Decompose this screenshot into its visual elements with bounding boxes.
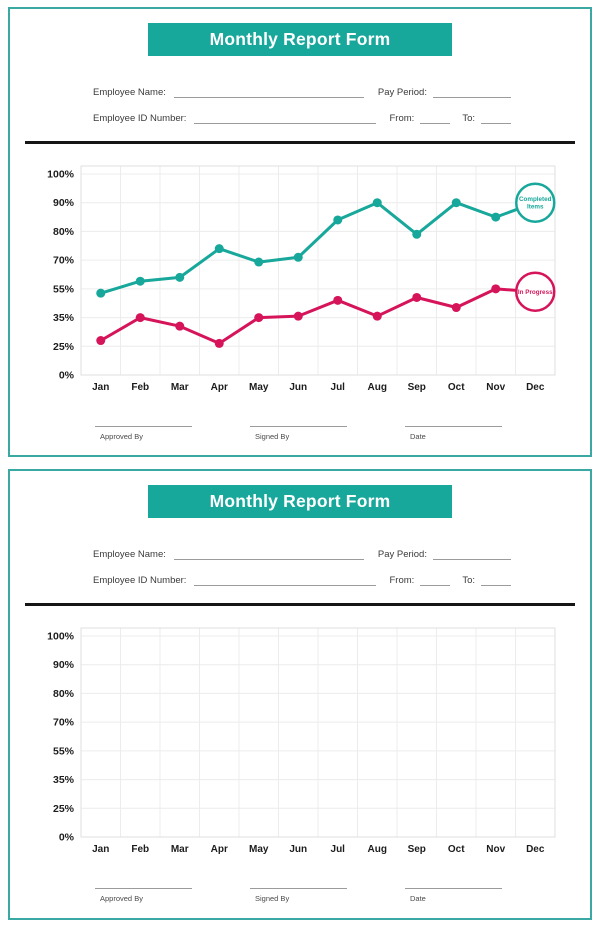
from-label: From: <box>389 575 415 586</box>
date-label: Date <box>410 432 426 441</box>
svg-text:Aug: Aug <box>368 382 387 393</box>
field-row-1: Employee Name: Pay Period: <box>93 85 511 98</box>
form-fields: Employee Name: Pay Period: Employee ID N… <box>10 85 590 124</box>
date-label: Date <box>410 894 426 903</box>
svg-text:Jun: Jun <box>289 844 307 855</box>
svg-text:25%: 25% <box>53 341 75 353</box>
signed-by-signature-line[interactable] <box>250 426 347 428</box>
svg-text:Aug: Aug <box>368 844 387 855</box>
svg-text:Sep: Sep <box>408 382 426 393</box>
approved-by-block: Approved By <box>95 426 192 441</box>
signature-row: Approved By Signed By Date <box>10 426 590 441</box>
svg-text:35%: 35% <box>53 774 75 786</box>
section-divider <box>25 603 575 606</box>
employee-id-input[interactable] <box>194 575 376 586</box>
svg-text:55%: 55% <box>53 283 75 295</box>
svg-text:35%: 35% <box>53 312 75 324</box>
svg-text:90%: 90% <box>53 197 75 209</box>
date-block: Date <box>405 888 502 903</box>
svg-text:Oct: Oct <box>448 844 465 855</box>
page-title: Monthly Report Form <box>209 491 391 511</box>
field-row-2: Employee ID Number: From: To: <box>93 111 511 124</box>
signed-by-signature-line[interactable] <box>250 888 347 890</box>
from-input[interactable] <box>420 113 451 124</box>
svg-text:80%: 80% <box>53 688 75 700</box>
svg-text:Jan: Jan <box>92 844 109 855</box>
pay-period-label: Pay Period: <box>377 549 427 560</box>
svg-text:Completed: Completed <box>519 196 552 203</box>
svg-text:Dec: Dec <box>526 382 545 393</box>
svg-text:0%: 0% <box>59 370 75 382</box>
svg-text:Jan: Jan <box>92 382 109 393</box>
approved-by-block: Approved By <box>95 888 192 903</box>
from-input[interactable] <box>420 575 451 586</box>
svg-text:Sep: Sep <box>408 844 426 855</box>
svg-text:In Progress: In Progress <box>518 289 553 296</box>
svg-text:55%: 55% <box>53 745 75 757</box>
svg-text:May: May <box>249 844 269 855</box>
section-divider <box>25 141 575 144</box>
monthly-progress-chart-empty: 100% 90% 80% 70% 55% 35% 25% 0% Jan Feb Mar Apr May J… <box>47 627 556 855</box>
svg-text:Jul: Jul <box>331 382 346 393</box>
svg-text:Feb: Feb <box>131 382 149 393</box>
employee-name-label: Employee Name: <box>93 87 166 98</box>
form-title-banner: Monthly Report Form <box>148 23 452 56</box>
report-card-filled: Monthly Report Form Employee Name: Pay P… <box>8 7 592 457</box>
pay-period-input[interactable] <box>433 87 511 98</box>
approved-by-signature-line[interactable] <box>95 426 192 428</box>
to-input[interactable] <box>481 113 511 124</box>
report-card-blank: Monthly Report Form Employee Name: Pay P… <box>8 469 592 920</box>
svg-text:70%: 70% <box>53 717 75 729</box>
pay-period-input[interactable] <box>433 549 511 560</box>
approved-by-label: Approved By <box>100 432 143 441</box>
approved-by-label: Approved By <box>100 894 143 903</box>
svg-text:Feb: Feb <box>131 844 149 855</box>
svg-text:Mar: Mar <box>171 844 189 855</box>
svg-text:100%: 100% <box>47 169 75 181</box>
employee-id-input[interactable] <box>194 113 376 124</box>
to-label: To: <box>462 113 475 124</box>
svg-text:100%: 100% <box>47 631 75 643</box>
form-title-banner: Monthly Report Form <box>148 485 452 518</box>
svg-text:Nov: Nov <box>486 844 505 855</box>
svg-text:Mar: Mar <box>171 382 189 393</box>
employee-name-input[interactable] <box>173 87 364 98</box>
svg-text:Apr: Apr <box>211 844 228 855</box>
field-row-1: Employee Name: Pay Period: <box>93 547 511 560</box>
signed-by-block: Signed By <box>250 888 347 903</box>
field-row-2: Employee ID Number: From: To: <box>93 573 511 586</box>
page-title: Monthly Report Form <box>209 29 391 49</box>
employee-name-input[interactable] <box>173 549 364 560</box>
date-signature-line[interactable] <box>405 888 502 890</box>
svg-text:25%: 25% <box>53 803 75 815</box>
signature-row: Approved By Signed By Date <box>10 888 590 903</box>
employee-id-label: Employee ID Number: <box>93 113 187 124</box>
svg-text:Jun: Jun <box>289 382 307 393</box>
svg-text:Nov: Nov <box>486 382 505 393</box>
signed-by-label: Signed By <box>255 432 290 441</box>
form-fields: Employee Name: Pay Period: Employee ID N… <box>10 547 590 586</box>
date-block: Date <box>405 426 502 441</box>
svg-text:0%: 0% <box>59 832 75 844</box>
svg-text:Apr: Apr <box>211 382 228 393</box>
employee-name-label: Employee Name: <box>93 549 166 560</box>
pay-period-label: Pay Period: <box>377 87 427 98</box>
svg-text:Items: Items <box>527 204 544 211</box>
svg-text:Oct: Oct <box>448 382 465 393</box>
svg-text:May: May <box>249 382 269 393</box>
date-signature-line[interactable] <box>405 426 502 428</box>
svg-text:70%: 70% <box>53 255 75 267</box>
signed-by-label: Signed By <box>255 894 290 903</box>
svg-text:Jul: Jul <box>331 844 346 855</box>
to-input[interactable] <box>481 575 511 586</box>
monthly-progress-chart: 100% 90% 80% 70% 55% 35% 25% 0% Jan Feb Mar Apr May J… <box>47 165 556 393</box>
svg-text:90%: 90% <box>53 659 75 671</box>
employee-id-label: Employee ID Number: <box>93 575 187 586</box>
from-label: From: <box>389 113 415 124</box>
svg-text:80%: 80% <box>53 226 75 238</box>
svg-text:Dec: Dec <box>526 844 545 855</box>
signed-by-block: Signed By <box>250 426 347 441</box>
to-label: To: <box>462 575 475 586</box>
approved-by-signature-line[interactable] <box>95 888 192 890</box>
